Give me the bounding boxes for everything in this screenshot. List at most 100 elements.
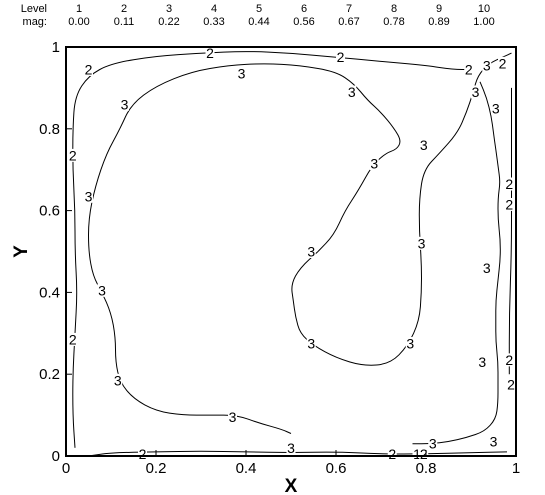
legend-mag: 0.11 [114,16,135,28]
x-tick-label: 0.8 [416,460,437,477]
legend-level: 9 [436,3,442,15]
contour-label: 3 [472,84,480,100]
legend-mag: 0.00 [68,16,89,28]
contour-label: 2 [206,45,214,61]
contour-label: 2 [139,446,147,462]
contour-label: 3 [406,336,414,352]
contour-label: 3 [287,440,295,456]
contour-label-bg [286,441,296,455]
contour-label: 3 [483,260,491,276]
x-tick-label: 0.4 [236,460,257,477]
legend-level: 6 [301,3,307,15]
contour-label-bg [504,197,514,211]
x-tick-label: 0.2 [146,460,167,477]
contour-label: 2 [337,49,345,65]
contour-label-bg [205,46,215,60]
contour-label-bg [405,337,415,351]
contour-label-bg [506,377,516,391]
contour-label: 3 [490,434,498,450]
contour-label: 3 [483,57,491,73]
contour-line-level-3 [412,81,501,445]
contour-label: 3 [229,409,237,425]
contour-line-level-2 [508,87,512,375]
contour-label-bg [113,373,123,387]
legend-mag-label: mag: [23,16,47,28]
legend-mag: 0.22 [158,16,179,28]
contour-label: 2 [69,147,77,163]
legend-mag: 0.67 [338,16,359,28]
x-tick-label: 0.6 [326,460,347,477]
contour-label-bg [419,138,429,152]
contour-label-bg [237,67,246,81]
legend-level-label: Level [21,3,47,15]
contour-line-level-3 [87,63,401,434]
contour-label-bg [84,189,93,203]
contour-label: 3 [478,354,486,370]
y-axis-ticks: 0 0.2 0.4 0.6 0.8 1 [39,39,72,465]
contour-label: 2 [505,196,513,212]
contour-label: 2 [499,55,507,71]
contour-label: 1 [413,446,421,462]
x-tick-label: 0 [62,460,70,477]
x-axis-ticks: 0 0.2 0.4 0.6 0.8 1 [62,450,520,477]
legend-level: 7 [346,3,352,15]
contour-label-bg [138,447,147,461]
x-axis-label: X [285,476,298,495]
legend-level: 10 [478,3,490,15]
contour-label-bg [498,56,507,70]
contour-label-bg [504,177,514,191]
contour-label: 3 [114,372,122,388]
contour-label: 3 [429,436,437,452]
contour-label-bg [84,62,93,76]
y-axis-label: Y [11,245,32,258]
contour-label-bg [482,261,492,275]
y-tick-label: 0 [52,448,60,465]
contour-label: 3 [121,96,129,112]
contour-label: 2 [388,446,396,462]
legend-level: 5 [256,3,262,15]
contour-label-bg [482,58,492,72]
y-tick-label: 0.8 [39,121,60,138]
contour-label: 3 [238,66,246,82]
contour-label: 3 [98,282,106,298]
legend-level: 1 [76,3,82,15]
contour-label-bg [477,355,487,369]
legend-mag: 0.89 [428,16,449,28]
contour-label-bg [369,157,379,171]
contour-label: 2 [505,352,513,368]
contour-label-bg [336,50,345,64]
contour-label-bg [306,337,316,351]
contour-label-bg [228,410,237,424]
legend-mag: 0.33 [203,16,224,28]
contour-label-bg [419,447,429,461]
contour-lines [72,51,512,457]
contour-label-bg [504,353,514,367]
contour-label: 2 [507,376,515,392]
legend-mag: 1.00 [473,16,494,28]
contour-label-bg [412,447,422,461]
legend-level: 4 [211,3,217,15]
legend-mag: 0.44 [248,16,269,28]
legend-level: 8 [391,3,397,15]
plot-frame [65,46,517,457]
contour-label-bg [489,435,498,449]
contour-label-bg [68,148,78,162]
contour-label-bg [347,85,357,99]
contour-label: 3 [85,188,93,204]
contour-label: 3 [492,100,500,116]
legend-level: 2 [121,3,127,15]
contour-label-bg [428,437,438,451]
contour-label: 3 [420,137,428,153]
contour-label: 2 [69,331,77,347]
legend-level: 3 [166,3,172,15]
level-legend: Level mag: 10.00 20.11 30.22 40.33 50.44 60.5… [21,3,495,28]
contour-line-level-3 [291,52,512,366]
contour-label-bg [417,236,426,250]
contour-label-bg [464,62,474,76]
contour-label-bg [471,85,480,99]
contour-label-bg [120,97,129,111]
contour-label-bg [97,283,107,297]
y-tick-label: 0.4 [39,284,60,301]
contour-label: 3 [307,244,315,260]
